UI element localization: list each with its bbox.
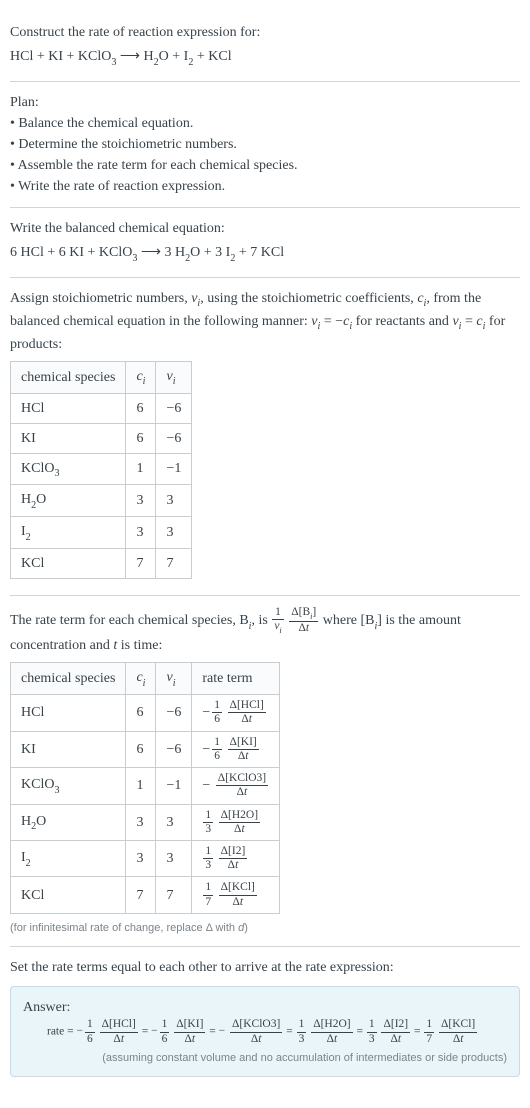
table-cell: −16 Δ[KI]Δt <box>192 731 280 767</box>
col-vi: νi <box>156 361 192 393</box>
table-cell: −1 <box>156 768 192 804</box>
table-cell: 3 <box>126 485 156 517</box>
table-cell: 13 Δ[I2]Δt <box>192 840 280 876</box>
col-ci: ci <box>126 663 156 695</box>
table-cell: 6 <box>126 393 156 423</box>
plan-bullet: • Write the rate of reaction expression. <box>10 176 520 197</box>
table-cell: 3 <box>156 517 192 549</box>
table-cell: HCl <box>11 695 126 731</box>
section-balanced: Write the balanced chemical equation: 6 … <box>10 208 520 278</box>
plan-item: Assemble the rate term for each chemical… <box>18 158 298 173</box>
table-cell: 6 <box>126 731 156 767</box>
table-header-row: chemical species ci νi <box>11 361 192 393</box>
col-species: chemical species <box>11 663 126 695</box>
table-cell: 3 <box>126 517 156 549</box>
section-rate-terms: The rate term for each chemical species,… <box>10 596 520 947</box>
table-row: HCl6−6 <box>11 393 192 423</box>
table-cell: −6 <box>156 731 192 767</box>
table-cell: 17 Δ[KCl]Δt <box>192 877 280 913</box>
table-row: KCl77 <box>11 549 192 579</box>
answer-label: Answer: <box>23 997 507 1018</box>
plan-bullet: • Determine the stoichiometric numbers. <box>10 134 520 155</box>
col-species: chemical species <box>11 361 126 393</box>
rate-expression: rate = −16 Δ[HCl]Δt = −16 Δ[KI]Δt = − Δ[… <box>23 1018 507 1045</box>
table-cell: 1 <box>126 768 156 804</box>
table-cell: KCl <box>11 877 126 913</box>
plan-title: Plan: <box>10 92 520 113</box>
col-vi: νi <box>156 663 192 695</box>
table-cell: 7 <box>126 549 156 579</box>
table-cell: 7 <box>156 877 192 913</box>
table-cell: KClO3 <box>11 453 126 485</box>
table-cell: 7 <box>156 549 192 579</box>
table-row: H2O3313 Δ[H2O]Δt <box>11 804 280 840</box>
plan-item: Determine the stoichiometric numbers. <box>18 137 237 152</box>
table-cell: H2O <box>11 804 126 840</box>
table-cell: H2O <box>11 485 126 517</box>
table-cell: 3 <box>156 485 192 517</box>
rate-intro: The rate term for each chemical species,… <box>10 606 520 656</box>
stoich-table: chemical species ci νi HCl6−6KI6−6KClO31… <box>10 361 192 580</box>
table-cell: −16 Δ[HCl]Δt <box>192 695 280 731</box>
table-row: H2O33 <box>11 485 192 517</box>
plan-item: Balance the chemical equation. <box>18 116 193 131</box>
table-cell: KI <box>11 423 126 453</box>
section-rate-expression: Set the rate terms equal to each other t… <box>10 947 520 1087</box>
balanced-title: Write the balanced chemical equation: <box>10 218 520 239</box>
table-cell: 6 <box>126 695 156 731</box>
table-cell: − Δ[KClO3]Δt <box>192 768 280 804</box>
balanced-equation: 6 HCl + 6 KI + KClO3 ⟶ 3 H2O + 3 I2 + 7 … <box>10 241 520 265</box>
table-row: HCl6−6−16 Δ[HCl]Δt <box>11 695 280 731</box>
table-cell: 3 <box>156 804 192 840</box>
table-cell: KCl <box>11 549 126 579</box>
table-cell: −6 <box>156 695 192 731</box>
section-stoich-table: Assign stoichiometric numbers, νi, using… <box>10 278 520 596</box>
rate-term-table: chemical species ci νi rate term HCl6−6−… <box>10 662 280 914</box>
table-row: KI6−6 <box>11 423 192 453</box>
table-cell: 1 <box>126 453 156 485</box>
table-cell: −6 <box>156 423 192 453</box>
plan-bullet: • Assemble the rate term for each chemic… <box>10 155 520 176</box>
rate-intro-pre: The rate term for each chemical species,… <box>10 613 271 628</box>
table-cell: 3 <box>126 840 156 876</box>
col-ci: ci <box>126 361 156 393</box>
table-row: KClO31−1− Δ[KClO3]Δt <box>11 768 280 804</box>
prompt-title: Construct the rate of reaction expressio… <box>10 22 520 43</box>
answer-box: Answer: rate = −16 Δ[HCl]Δt = −16 Δ[KI]Δ… <box>10 986 520 1077</box>
table-cell: KClO3 <box>11 768 126 804</box>
table-cell: KI <box>11 731 126 767</box>
col-rate-term: rate term <box>192 663 280 695</box>
section-plan: Plan: • Balance the chemical equation. •… <box>10 82 520 208</box>
table-cell: 6 <box>126 423 156 453</box>
infinitesimal-note: (for infinitesimal rate of change, repla… <box>10 920 520 937</box>
section-prompt: Construct the rate of reaction expressio… <box>10 10 520 82</box>
stoich-intro: Assign stoichiometric numbers, νi, using… <box>10 288 520 355</box>
table-cell: 3 <box>126 804 156 840</box>
answer-caveat: (assuming constant volume and no accumul… <box>23 1050 507 1067</box>
table-cell: HCl <box>11 393 126 423</box>
table-cell: 7 <box>126 877 156 913</box>
table-row: KCl7717 Δ[KCl]Δt <box>11 877 280 913</box>
table-row: KI6−6−16 Δ[KI]Δt <box>11 731 280 767</box>
table-cell: −6 <box>156 393 192 423</box>
plan-bullet: • Balance the chemical equation. <box>10 113 520 134</box>
table-header-row: chemical species ci νi rate term <box>11 663 280 695</box>
table-cell: 3 <box>156 840 192 876</box>
table-row: I233 <box>11 517 192 549</box>
prompt-equation: HCl + KI + KClO3 ⟶ H2O + I2 + KCl <box>10 45 520 69</box>
table-cell: 13 Δ[H2O]Δt <box>192 804 280 840</box>
table-row: I23313 Δ[I2]Δt <box>11 840 280 876</box>
plan-item: Write the rate of reaction expression. <box>18 179 225 194</box>
table-row: KClO31−1 <box>11 453 192 485</box>
frac-dBi-dt: Δ[Bi]Δt <box>289 606 318 635</box>
table-cell: I2 <box>11 840 126 876</box>
rate-expression-title: Set the rate terms equal to each other t… <box>10 957 520 978</box>
table-cell: −1 <box>156 453 192 485</box>
frac-one-over-nu: 1νi <box>272 606 283 635</box>
table-cell: I2 <box>11 517 126 549</box>
